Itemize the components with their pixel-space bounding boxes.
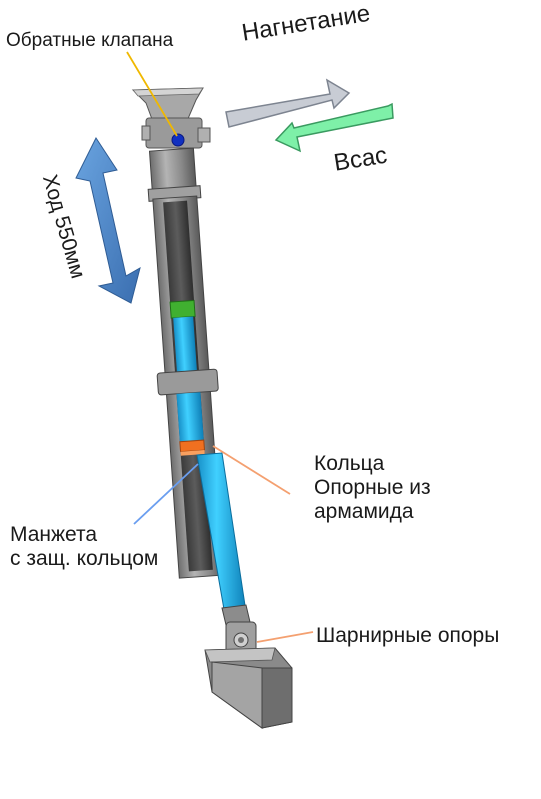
valve-head [131,87,211,149]
hinge-pointer [256,631,314,643]
support-rings-line1: Кольца [314,452,385,475]
check-valves-label: Обратные клапана [6,30,174,51]
check-valve-pointer [126,51,178,137]
support-rings-line2: Опорные из [314,476,431,500]
cuff-line2: с защ. кольцом [10,547,159,571]
support-ring [179,439,206,453]
support-ring-pointer [212,445,291,495]
cuff-label: Манжета с защ. кольцом [10,523,158,571]
suction-arrow-icon [274,102,394,153]
support-rings-label: Кольца Опорные из армамида [314,452,431,524]
discharge-arrow-icon [225,78,351,128]
bottom-support [204,647,293,729]
cuff-pointer [133,463,199,525]
hinge-supports-label: Шарнирные опоры [316,624,500,647]
piston-green [169,299,196,319]
support-rings-line3: армамида [314,500,414,524]
cuff-line1: Манжета [10,523,98,546]
stroke-arrow-icon [75,136,141,304]
check-valve-marker [171,133,185,147]
